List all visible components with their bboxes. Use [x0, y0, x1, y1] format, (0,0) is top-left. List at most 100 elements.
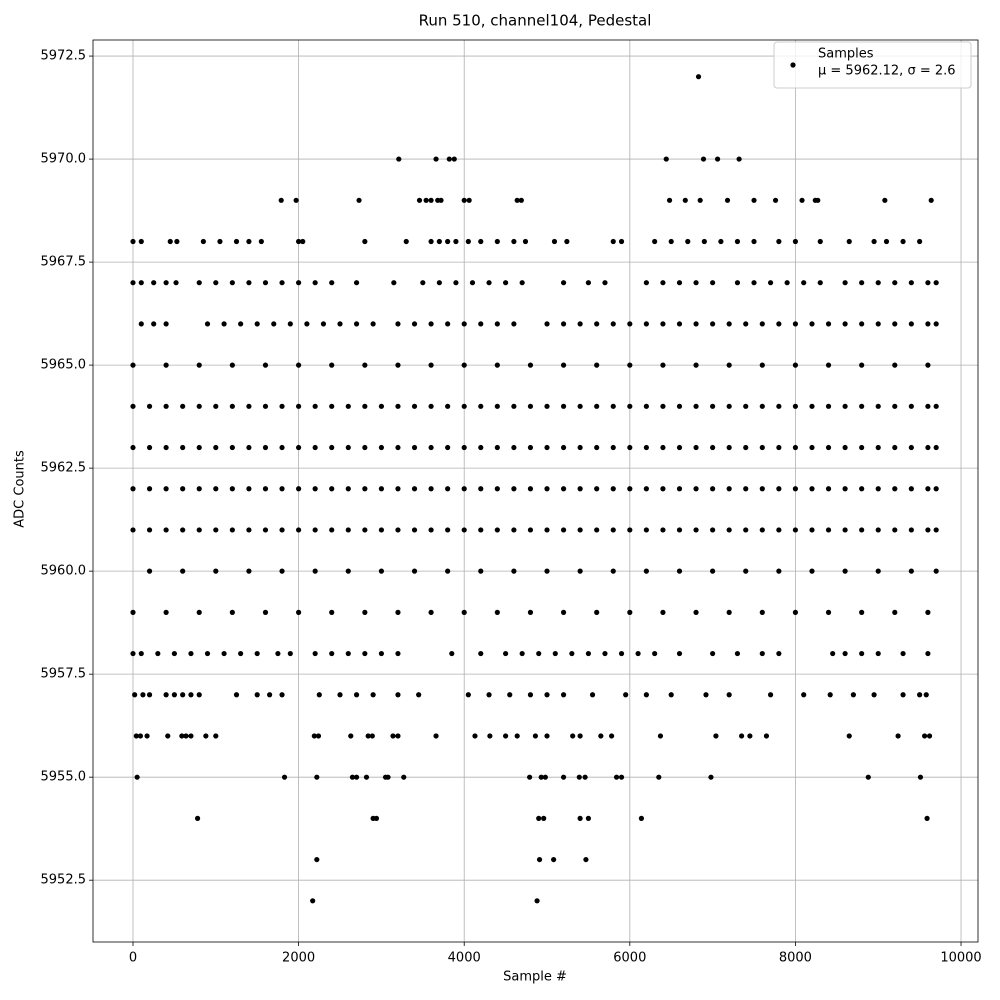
point: [908, 444, 914, 451]
point: [395, 609, 401, 615]
point: [560, 444, 567, 451]
point: [146, 444, 153, 451]
point: [925, 650, 931, 657]
point: [710, 568, 716, 574]
point: [933, 486, 939, 492]
point: [258, 238, 264, 245]
point: [726, 609, 732, 615]
point: [478, 486, 484, 492]
point: [312, 527, 318, 533]
point: [933, 568, 939, 574]
point: [130, 444, 136, 451]
point: [908, 403, 914, 409]
point: [660, 280, 666, 286]
point: [130, 238, 136, 245]
point: [767, 692, 774, 698]
point: [362, 403, 368, 409]
point: [395, 321, 401, 327]
point: [140, 692, 146, 698]
point: [130, 403, 136, 409]
point: [560, 321, 567, 327]
point: [494, 444, 500, 451]
point: [693, 444, 699, 451]
point: [411, 486, 418, 492]
point: [262, 609, 269, 615]
point: [598, 733, 604, 739]
point: [859, 362, 865, 368]
point: [726, 486, 732, 492]
point: [395, 362, 401, 368]
point: [892, 444, 898, 451]
point: [608, 733, 615, 739]
point: [163, 280, 169, 286]
point: [130, 486, 136, 492]
point: [933, 527, 939, 533]
point: [643, 444, 649, 451]
point: [792, 403, 799, 409]
point: [815, 197, 821, 203]
point: [514, 733, 520, 739]
point: [138, 321, 144, 327]
point: [527, 403, 534, 409]
point: [759, 527, 765, 533]
point: [180, 486, 186, 492]
point: [892, 280, 898, 286]
point: [174, 238, 180, 245]
point: [710, 444, 716, 451]
point: [401, 774, 407, 780]
point: [809, 486, 815, 492]
point: [287, 321, 293, 327]
point: [883, 238, 890, 245]
point: [536, 650, 542, 657]
point: [652, 238, 658, 245]
point: [734, 238, 741, 245]
point: [900, 650, 906, 657]
point: [726, 362, 732, 368]
point: [511, 568, 517, 574]
point: [536, 856, 543, 863]
legend-box: [773, 41, 972, 89]
point: [363, 774, 370, 780]
point: [676, 486, 683, 492]
point: [594, 609, 600, 615]
point: [809, 444, 815, 451]
point: [196, 444, 202, 451]
point: [544, 403, 550, 409]
point: [560, 280, 567, 286]
point: [589, 692, 596, 698]
point: [518, 197, 524, 203]
point: [196, 692, 202, 698]
point: [594, 527, 600, 533]
point: [478, 650, 484, 657]
point: [445, 321, 451, 327]
point: [486, 280, 492, 286]
point: [710, 486, 716, 492]
point: [532, 733, 539, 739]
point: [296, 609, 302, 615]
point: [610, 238, 616, 245]
point: [892, 403, 898, 409]
point: [577, 321, 583, 327]
point: [859, 527, 865, 533]
point: [846, 238, 852, 245]
point: [461, 403, 467, 409]
point: [445, 486, 451, 492]
point: [657, 733, 664, 739]
point: [163, 486, 169, 492]
point: [527, 486, 534, 492]
point: [776, 238, 782, 245]
point: [767, 280, 774, 286]
point: [577, 733, 583, 739]
point: [310, 898, 316, 904]
point: [842, 444, 848, 451]
point: [133, 733, 139, 739]
point: [627, 321, 633, 327]
point: [365, 733, 371, 739]
plot-frame: [92, 39, 979, 943]
point: [685, 238, 691, 245]
point: [693, 609, 699, 615]
point: [445, 568, 451, 574]
point: [842, 403, 848, 409]
point: [134, 774, 140, 780]
point: [817, 238, 823, 245]
